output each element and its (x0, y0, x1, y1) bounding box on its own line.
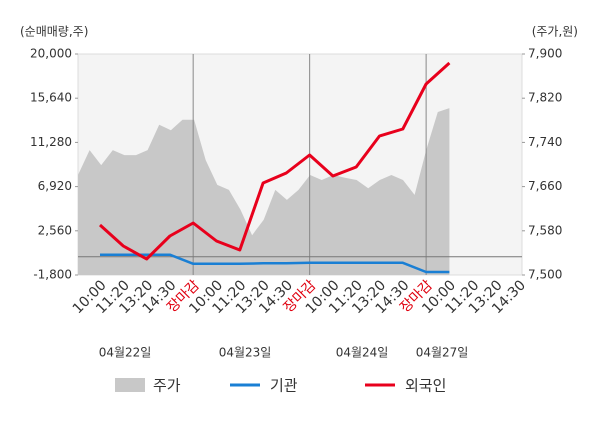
y2-tick-label: 7,740 (528, 135, 562, 149)
y2-axis-label: (주가,원) (532, 25, 578, 39)
price-area (78, 108, 450, 275)
y2-tick-label: 7,900 (528, 47, 562, 61)
y2-tick-label: 7,820 (528, 91, 562, 105)
legend-label: 기관 (270, 377, 298, 395)
legend-label: 외국인 (405, 377, 446, 395)
date-label: 04월24일 (336, 346, 389, 360)
y2-tick-label: 7,660 (528, 179, 562, 193)
y2-tick-label: 7,580 (528, 223, 562, 237)
y-tick-label: -1,800 (33, 268, 72, 282)
y-tick-label: 2,560 (38, 223, 72, 237)
y-tick-label: 20,000 (30, 47, 72, 61)
y2-tick-label: 7,500 (528, 268, 562, 282)
legend-label: 주가 (153, 377, 181, 395)
date-label: 04월27일 (416, 346, 469, 360)
date-label: 04월22일 (99, 346, 152, 360)
y-tick-label: 6,920 (38, 179, 72, 193)
date-label: 04월23일 (219, 346, 272, 360)
legend-swatch (115, 378, 145, 392)
y-tick-label: 11,280 (30, 135, 72, 149)
series-line (98, 61, 451, 261)
y-axis-label: (순매매량,주) (20, 25, 88, 39)
series-line (100, 253, 450, 274)
y-tick-label: 15,640 (30, 91, 72, 105)
